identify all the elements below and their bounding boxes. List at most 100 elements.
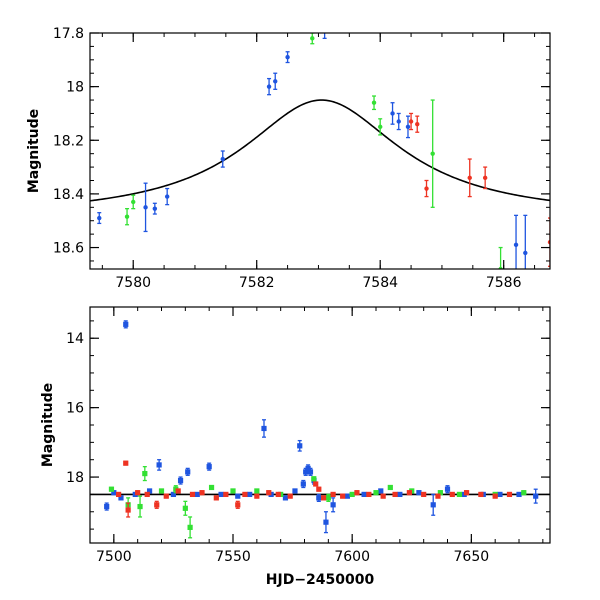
blue-data-point xyxy=(143,182,148,233)
x-tick-label: 7550 xyxy=(215,549,251,565)
blue-data-point xyxy=(323,511,329,534)
x-tick-label: 7582 xyxy=(239,275,275,291)
red-data-point xyxy=(235,500,241,509)
blue-data-point xyxy=(416,490,422,496)
red-data-point xyxy=(175,488,181,494)
red-data-point xyxy=(408,112,414,131)
blue-data-point xyxy=(322,33,327,40)
red-data-point xyxy=(223,491,229,498)
green-data-point xyxy=(310,33,315,45)
blue-data-point xyxy=(430,493,436,516)
blue-data-point xyxy=(266,77,272,96)
blue-data-point xyxy=(396,112,401,131)
blue-data-point xyxy=(282,495,289,501)
red-data-point xyxy=(213,495,219,501)
blue-data-point xyxy=(220,150,225,168)
zoom-panel-y-axis-title: Magnitude xyxy=(26,109,42,193)
blue-data-point xyxy=(247,491,253,498)
y-tick-label: 16 xyxy=(66,401,84,417)
blue-data-point xyxy=(513,214,519,269)
red-data-point xyxy=(478,491,484,498)
y-tick-label: 17.8 xyxy=(53,26,84,42)
red-data-point xyxy=(415,115,420,133)
red-data-point xyxy=(154,500,160,509)
red-data-point xyxy=(424,179,429,198)
blue-data-point xyxy=(444,485,451,494)
red-data-point xyxy=(406,490,412,496)
blue-data-point xyxy=(390,102,395,125)
blue-data-point xyxy=(164,187,170,206)
blue-data-point xyxy=(361,491,367,498)
blue-data-point xyxy=(152,202,158,215)
blue-data-point xyxy=(523,214,528,269)
red-data-point xyxy=(135,490,141,496)
red-data-point xyxy=(421,491,427,498)
blue-data-point xyxy=(273,72,278,90)
green-data-point xyxy=(131,194,136,210)
blue-data-point xyxy=(378,488,384,494)
blue-data-point xyxy=(194,491,200,498)
model-curve xyxy=(90,99,550,202)
green-data-point xyxy=(124,208,130,226)
green-data-point xyxy=(325,493,331,503)
red-data-point xyxy=(380,493,386,499)
green-data-point xyxy=(430,99,435,208)
blue-data-point xyxy=(218,491,224,498)
red-data-point xyxy=(492,493,498,499)
red-data-point xyxy=(435,493,441,499)
full-season-panel-frame xyxy=(89,306,551,544)
x-tick-label: 7500 xyxy=(96,549,132,565)
green-data-point xyxy=(521,490,527,496)
red-data-point xyxy=(354,490,360,496)
green-data-point xyxy=(254,488,260,494)
blue-data-point xyxy=(177,476,184,485)
blue-data-point xyxy=(316,493,322,503)
green-data-point xyxy=(311,476,317,482)
green-data-point xyxy=(230,488,236,494)
x-tick-label: 7580 xyxy=(115,275,151,291)
y-tick-label: 14 xyxy=(66,331,84,347)
red-data-point xyxy=(392,491,398,498)
y-tick-label: 18.6 xyxy=(53,241,84,257)
full-season-panel: 7500 7550 7600 7650 14 16 18 Magnitude HJD−245… xyxy=(40,306,551,588)
red-data-point xyxy=(199,490,205,496)
blue-data-point xyxy=(123,320,129,329)
green-data-point xyxy=(208,484,215,491)
green-data-point xyxy=(187,516,193,539)
green-data-point xyxy=(142,465,148,482)
red-data-point xyxy=(125,502,131,518)
red-data-point xyxy=(340,493,346,499)
green-data-point xyxy=(378,118,383,136)
green-data-point xyxy=(349,491,355,498)
blue-data-point xyxy=(330,497,336,513)
green-data-point xyxy=(456,491,463,498)
green-data-point xyxy=(182,500,188,516)
red-data-point xyxy=(189,491,196,498)
blue-data-point xyxy=(533,488,539,504)
blue-data-point xyxy=(497,491,503,498)
blue-data-point xyxy=(97,212,102,225)
red-data-point xyxy=(266,490,272,496)
y-tick-label: 18 xyxy=(66,80,84,96)
blue-data-point xyxy=(156,459,162,471)
red-data-point xyxy=(287,493,293,499)
blue-data-point xyxy=(297,439,303,452)
blue-data-point xyxy=(185,467,191,476)
red-data-point xyxy=(163,493,169,499)
red-data-point xyxy=(506,491,513,498)
red-data-point xyxy=(366,491,372,498)
red-data-point xyxy=(144,491,150,498)
red-data-point xyxy=(116,491,122,498)
green-data-point xyxy=(137,495,143,518)
y-tick-label: 18.4 xyxy=(53,187,84,203)
blue-data-point xyxy=(307,467,314,476)
y-tick-label: 18 xyxy=(66,470,84,486)
blue-data-point xyxy=(344,493,351,499)
red-data-point xyxy=(123,460,129,466)
red-data-point xyxy=(330,491,336,498)
zoom-panel-frame xyxy=(89,32,551,270)
x-tick-label: 7586 xyxy=(486,275,522,291)
blue-data-point xyxy=(206,462,212,471)
full-season-panel-y-axis-title: Magnitude xyxy=(40,383,56,467)
